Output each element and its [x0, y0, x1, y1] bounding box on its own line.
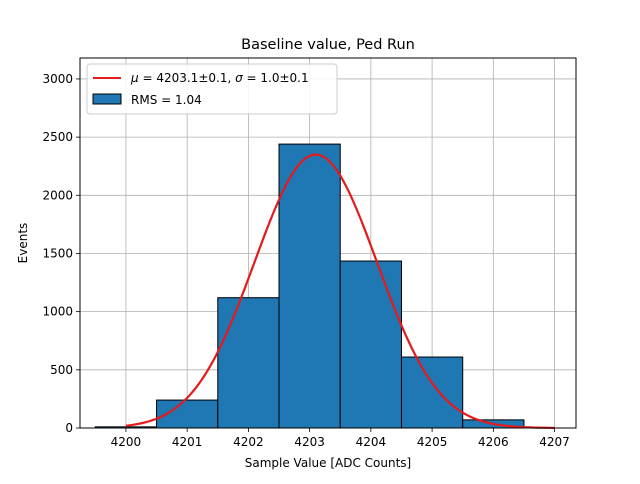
x-tick-label-6: 4206 — [478, 435, 509, 449]
y-tick-label-1: 500 — [50, 363, 73, 377]
histogram-bar-5 — [400, 356, 464, 429]
x-tick-label-7: 4207 — [539, 435, 570, 449]
gaussian-fit — [125, 153, 555, 429]
y-tick-label-2: 1000 — [42, 305, 73, 319]
x-tick-label-4: 4204 — [356, 435, 387, 449]
x-axis-ticks: 4200 4201 4202 4203 4204 4205 4206 4207 — [111, 428, 570, 449]
legend-box — [86, 63, 338, 115]
x-tick-label-5: 4205 — [417, 435, 448, 449]
y-axis-label: Events — [16, 223, 30, 264]
y-tick-label-6: 3000 — [42, 72, 73, 86]
y-axis-ticks: 0 500 1000 1500 2000 2500 3000 — [42, 72, 80, 435]
histogram-bar-2 — [217, 297, 280, 429]
y-tick-label-0: 0 — [65, 421, 73, 435]
histogram-bar-4 — [339, 260, 402, 429]
x-axis-label: Sample Value [ADC Counts] — [245, 456, 411, 470]
x-tick-label-3: 4203 — [294, 435, 325, 449]
y-tick-label-4: 2000 — [42, 188, 73, 202]
plot-frame — [79, 57, 577, 429]
histogram-bars — [94, 143, 525, 429]
legend-mu-value: = 4203.1±0.1, — [139, 71, 235, 85]
legend: μ = 4203.1±0.1, σ = 1.0±0.1 RMS = 1.04 — [86, 63, 338, 115]
legend-rms-label: RMS = 1.04 — [131, 93, 202, 107]
y-tick-label-3: 1500 — [42, 246, 73, 260]
x-tick-label-2: 4202 — [233, 435, 264, 449]
legend-mu-symbol: μ — [130, 71, 139, 85]
x-tick-label-1: 4201 — [172, 435, 203, 449]
fit-curve — [125, 153, 555, 429]
legend-sigma-value: = 1.0±0.1 — [243, 71, 309, 85]
legend-rms-patch-swatch — [92, 93, 122, 105]
histogram-bar-3 — [278, 143, 341, 429]
legend-sigma-symbol: σ — [235, 71, 243, 85]
y-tick-label-5: 2500 — [42, 130, 73, 144]
legend-fit-label: μ = 4203.1±0.1, σ = 1.0±0.1 — [130, 71, 309, 85]
x-tick-label-0: 4200 — [111, 435, 142, 449]
chart-title: Baseline value, Ped Run — [241, 37, 415, 53]
